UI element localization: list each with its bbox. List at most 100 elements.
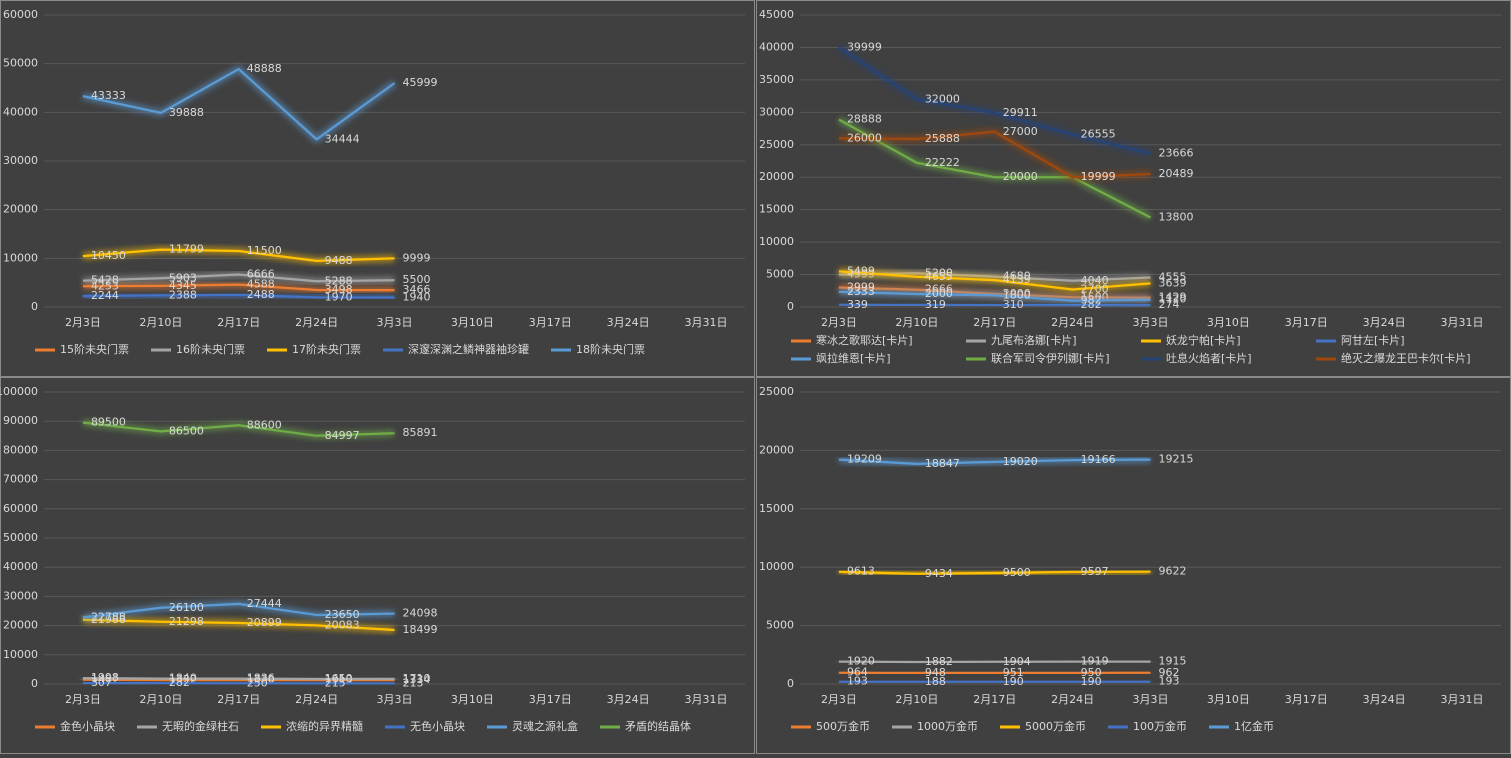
data-label: 188: [925, 675, 946, 688]
data-label: 28888: [847, 113, 882, 126]
data-label: 250: [247, 676, 268, 689]
data-label: 4139: [1003, 273, 1031, 286]
data-label: 20000: [1003, 170, 1038, 183]
legend-label: 联合军司令伊列娜[卡片]: [991, 351, 1110, 365]
x-tick-label: 2月3日: [821, 693, 857, 706]
y-tick-label: 15000: [759, 502, 794, 515]
data-label: 11500: [247, 244, 282, 257]
legend-label: 17阶未央门票: [292, 342, 361, 356]
y-tick-label: 20000: [759, 170, 794, 183]
y-tick-label: 5000: [766, 268, 794, 281]
x-tick-label: 3月17日: [1285, 693, 1328, 706]
data-label: 10450: [91, 249, 126, 262]
legend-label: 飒拉维恩[卡片]: [816, 351, 891, 365]
x-tick-label: 3月31日: [1441, 693, 1484, 706]
data-label: 1940: [403, 291, 431, 304]
x-tick-label: 2月3日: [65, 316, 101, 329]
y-tick-label: 0: [31, 677, 38, 690]
legend-label: 15阶未央门票: [60, 342, 129, 356]
y-tick-label: 5000: [766, 619, 794, 632]
x-tick-label: 3月10日: [451, 316, 494, 329]
data-label: 45999: [403, 76, 438, 89]
data-label: 190: [1003, 675, 1024, 688]
y-tick-label: 70000: [3, 473, 38, 486]
legend-label: 阿甘左[卡片]: [1341, 334, 1405, 347]
x-tick-label: 2月17日: [973, 316, 1016, 329]
y-tick-label: 25000: [759, 385, 794, 398]
y-tick-label: 10000: [759, 560, 794, 573]
x-tick-label: 2月24日: [1051, 316, 1094, 329]
legend-label: 妖龙宁帕[卡片]: [1166, 333, 1241, 347]
data-label: 6666: [247, 268, 275, 281]
data-label: 11799: [169, 243, 204, 256]
data-label: 2244: [91, 289, 119, 302]
data-label: 9999: [403, 251, 431, 264]
data-label: 29911: [1003, 106, 1038, 119]
y-tick-label: 40000: [759, 40, 794, 53]
data-label: 339: [847, 298, 868, 311]
y-tick-label: 10000: [3, 251, 38, 264]
data-label: 2000: [925, 287, 953, 300]
data-label: 19999: [1081, 170, 1116, 183]
legend-label: 灵魂之源礼盒: [512, 719, 578, 733]
y-tick-label: 20000: [759, 443, 794, 456]
data-label: 2333: [847, 285, 875, 298]
data-label: 1120: [1159, 293, 1187, 306]
y-tick-label: 40000: [3, 105, 38, 118]
y-tick-label: 40000: [3, 560, 38, 573]
data-label: 32000: [925, 92, 960, 105]
data-label: 18847: [925, 457, 960, 470]
data-label: 190: [1081, 675, 1102, 688]
data-label: 43333: [91, 89, 126, 102]
data-label: 9488: [325, 254, 353, 267]
data-label: 4655: [925, 270, 953, 283]
y-tick-label: 100000: [0, 385, 38, 398]
legend-label: 无色小晶块: [410, 719, 465, 733]
x-tick-label: 3月10日: [1207, 316, 1250, 329]
data-label: 5903: [169, 271, 197, 284]
x-tick-label: 3月17日: [529, 316, 572, 329]
legend-label: 吐息火焰者[卡片]: [1166, 351, 1252, 365]
data-label: 18499: [403, 623, 438, 636]
legend-label: 500万金币: [816, 719, 870, 733]
x-tick-label: 3月31日: [685, 316, 728, 329]
data-label: 1915: [1159, 655, 1187, 668]
y-tick-label: 15000: [759, 203, 794, 216]
data-label: 5500: [403, 273, 431, 286]
data-label: 1882: [925, 655, 953, 668]
legend-label: 绝灭之爆龙王巴卡尔[卡片]: [1341, 351, 1471, 365]
data-label: 25888: [925, 132, 960, 145]
data-label: 84997: [325, 429, 360, 442]
x-tick-label: 3月24日: [607, 693, 650, 706]
data-label: 88600: [247, 418, 282, 431]
legend-label: 无暇的金绿柱石: [162, 719, 239, 733]
data-label: 193: [847, 675, 868, 688]
y-tick-label: 10000: [759, 235, 794, 248]
data-label: 23650: [325, 608, 360, 621]
x-tick-label: 2月10日: [139, 316, 182, 329]
legend-label: 寒冰之歌耶达[卡片]: [816, 333, 913, 347]
legend-label: 深邃深渊之鳞神器袖珍罐: [408, 342, 529, 356]
y-tick-label: 0: [787, 300, 794, 313]
y-tick-label: 30000: [3, 589, 38, 602]
x-tick-label: 2月10日: [895, 693, 938, 706]
data-label: 215: [325, 676, 346, 689]
x-tick-label: 2月17日: [217, 693, 260, 706]
x-tick-label: 3月31日: [685, 693, 728, 706]
data-label: 85891: [403, 426, 438, 439]
y-tick-label: 80000: [3, 443, 38, 456]
data-label: 21298: [169, 615, 204, 628]
y-tick-label: 30000: [3, 154, 38, 167]
x-tick-label: 2月10日: [895, 316, 938, 329]
x-tick-label: 3月24日: [1363, 693, 1406, 706]
data-label: 9597: [1081, 565, 1109, 578]
data-label: 193: [1159, 675, 1180, 688]
y-tick-label: 45000: [759, 8, 794, 21]
legend-label: 金色小晶块: [60, 719, 115, 733]
x-tick-label: 2月3日: [65, 693, 101, 706]
data-label: 19215: [1159, 453, 1194, 466]
y-tick-label: 60000: [3, 502, 38, 515]
legend-label: 16阶未央门票: [176, 342, 245, 356]
data-label: 19209: [847, 453, 882, 466]
data-label: 26000: [847, 131, 882, 144]
